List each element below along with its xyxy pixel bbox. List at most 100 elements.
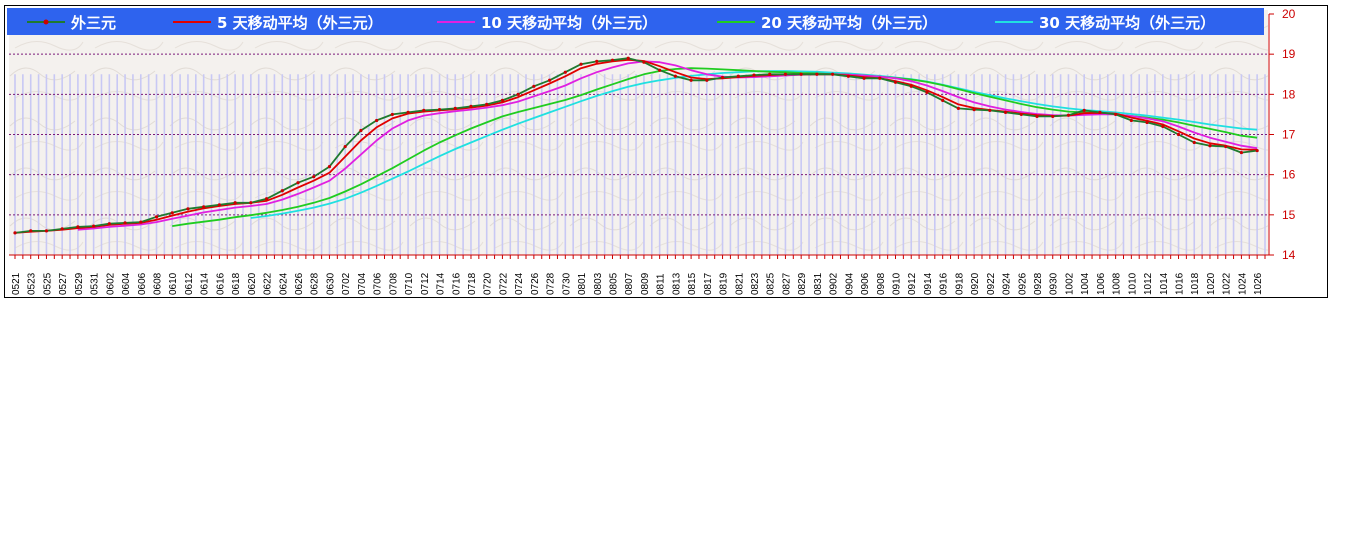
price-point: [1082, 108, 1086, 112]
price-point: [1066, 113, 1071, 117]
price-point: [107, 222, 111, 226]
price-point: [689, 78, 693, 82]
price-point: [862, 76, 866, 80]
x-tick-label: 0710: [404, 272, 415, 295]
price-point: [44, 229, 49, 233]
x-tick-label: 1002: [1064, 272, 1075, 295]
series-lines: [13, 56, 1259, 235]
x-tick-label: 0714: [436, 272, 447, 295]
price-point: [139, 220, 143, 224]
x-tick-label: 0821: [734, 272, 745, 295]
price-point: [516, 92, 520, 96]
price-point: [76, 225, 80, 229]
price-point: [422, 108, 426, 112]
legend-label: 外三元: [70, 14, 116, 32]
price-point: [563, 70, 567, 74]
price-point: [878, 76, 882, 80]
price-point: [925, 90, 929, 94]
price-point: [673, 74, 677, 78]
x-tick-label: 0620: [247, 272, 258, 295]
price-point: [799, 72, 803, 76]
price-point: [1176, 132, 1181, 137]
x-tick-label: 1014: [1159, 272, 1170, 295]
price-point: [846, 74, 850, 78]
price-point: [296, 181, 300, 185]
x-tick-label: 0610: [168, 272, 179, 295]
chart-frame: 14 15 16 17 18 19 20 0521 0523 0525 0527 0529 0531 0…: [4, 5, 1328, 298]
price-point: [29, 229, 33, 233]
legend-label: 30 天移动平均（外三元）: [1039, 14, 1215, 32]
plot-background: [9, 10, 1268, 255]
x-tick-label: 0914: [923, 272, 934, 295]
price-point: [60, 227, 64, 231]
x-tick-label: 0523: [27, 272, 38, 295]
x-tick-label: 0624: [278, 272, 289, 295]
price-point: [956, 106, 960, 110]
price-point: [233, 201, 237, 205]
price-point: [1003, 110, 1008, 115]
x-tick-label: 0718: [467, 272, 478, 295]
x-tick-label: 0825: [766, 272, 777, 295]
price-point: [941, 98, 945, 102]
price-point: [170, 211, 174, 215]
legend-label: 5 天移动平均（外三元）: [217, 14, 383, 32]
x-tick-label: 0606: [137, 272, 148, 295]
x-tick-label: 0706: [373, 272, 384, 295]
x-tick-label: 0521: [11, 272, 22, 295]
price-point: [154, 215, 159, 219]
price-point: [1035, 114, 1039, 119]
x-tick-label: 0803: [593, 272, 604, 295]
price-point: [1255, 148, 1259, 153]
x-tick-label: 0702: [341, 272, 352, 295]
y-tick-label: 16: [1282, 168, 1296, 182]
price-point: [1051, 114, 1055, 119]
x-tick-label: 1024: [1237, 272, 1248, 295]
price-point: [595, 59, 599, 63]
y-tick-label: 15: [1282, 208, 1296, 222]
x-tick-label: 1004: [1080, 272, 1091, 295]
x-tick-label: 0730: [561, 272, 572, 295]
x-tick-label: 0926: [1017, 272, 1028, 295]
x-tick-label: 0831: [813, 272, 824, 295]
price-point: [610, 58, 615, 62]
x-tick-label: 1022: [1222, 272, 1233, 295]
price-point: [343, 144, 347, 149]
price-point: [390, 112, 394, 117]
x-tick-label: 0622: [263, 272, 274, 295]
price-point: [783, 72, 788, 76]
x-axis: 0521 0523 0525 0527 0529 0531 0602 0604 0606 0608…: [9, 254, 1269, 295]
price-point: [1129, 118, 1133, 123]
price-point: [720, 75, 725, 80]
x-tick-label: 0817: [703, 272, 714, 295]
price-point: [909, 84, 913, 88]
x-tick-label: 1008: [1112, 272, 1123, 295]
price-point: [1114, 112, 1118, 117]
price-point: [92, 224, 96, 228]
price-point: [547, 78, 552, 82]
y-tick-label: 17: [1282, 128, 1296, 142]
grid-lines: [9, 53, 1268, 216]
x-tick-label: 0910: [892, 272, 903, 295]
price-point: [815, 72, 819, 76]
x-tick-label: 0602: [105, 272, 116, 295]
x-tick-label: 0616: [215, 272, 226, 295]
price-point: [658, 68, 662, 72]
x-tick-label: 0708: [388, 272, 399, 295]
x-tick-label: 0916: [939, 272, 950, 295]
price-point: [626, 56, 630, 60]
x-tick-label: 0712: [420, 272, 431, 295]
x-tick-label: 1018: [1190, 272, 1201, 295]
price-point: [579, 62, 583, 66]
x-tick-label: 0813: [671, 272, 682, 295]
x-tick-label: 0906: [860, 272, 871, 295]
price-point: [264, 197, 269, 201]
x-tick-label: 0908: [876, 272, 887, 295]
x-tick-label: 0827: [781, 272, 792, 295]
legend-label: 20 天移动平均（外三元）: [761, 14, 937, 32]
price-point: [500, 98, 505, 102]
x-tick-label: 1012: [1143, 272, 1154, 295]
price-point: [453, 106, 457, 110]
x-tick-label: 0829: [797, 272, 808, 295]
price-point: [1239, 150, 1244, 155]
